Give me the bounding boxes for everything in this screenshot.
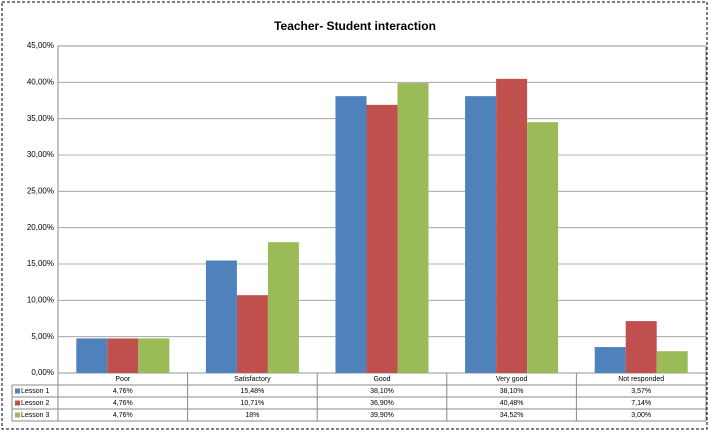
- table-value: 4,76%: [113, 400, 133, 407]
- legend-key: [15, 412, 20, 418]
- y-tick-label: 25,00%: [27, 186, 54, 195]
- table-value: 7,14%: [631, 400, 651, 407]
- bar: [236, 295, 268, 373]
- x-tick-label: Poor: [115, 376, 130, 383]
- bar: [625, 321, 657, 373]
- y-tick-label: 35,00%: [27, 114, 54, 123]
- table-value: 38,10%: [370, 388, 394, 395]
- bar: [138, 338, 170, 373]
- bar: [335, 96, 367, 373]
- table-value: 40,48%: [500, 400, 524, 407]
- table-value: 4,76%: [113, 412, 133, 419]
- x-tick-label: Good: [373, 376, 390, 383]
- bar: [656, 351, 688, 373]
- y-tick-label: 0,00%: [31, 368, 54, 377]
- bar: [465, 96, 497, 373]
- y-tick-label: 15,00%: [27, 259, 54, 268]
- y-tick-label: 20,00%: [27, 223, 54, 232]
- bar: [107, 338, 139, 373]
- x-tick-label: Not responded: [618, 376, 664, 383]
- table-value: 34,52%: [500, 412, 524, 419]
- table-value: 4,76%: [113, 388, 133, 395]
- y-tick-label: 5,00%: [31, 332, 54, 341]
- y-tick-label: 45,00%: [27, 41, 54, 50]
- bar: [496, 78, 528, 373]
- legend-label: Lesson 2: [21, 400, 50, 407]
- bar: [366, 104, 398, 374]
- table-value: 39,90%: [370, 412, 394, 419]
- chart-title: Teacher- Student interaction: [274, 19, 436, 33]
- bar: [267, 242, 299, 373]
- table-value: 36,90%: [370, 400, 394, 407]
- x-tick-label: Very good: [496, 376, 528, 383]
- table-value: 38,10%: [500, 388, 524, 395]
- bar: [527, 122, 559, 373]
- x-tick-label: Satisfactory: [234, 376, 271, 383]
- y-tick-label: 10,00%: [27, 295, 54, 304]
- bar: [397, 83, 429, 373]
- legend-label: Lesson 3: [21, 412, 50, 419]
- table-value: 15,48%: [241, 388, 265, 395]
- legend-label: Lesson 1: [21, 388, 50, 395]
- legend-key: [15, 388, 20, 394]
- bar: [594, 347, 626, 373]
- bar: [205, 260, 237, 373]
- legend-key: [15, 400, 20, 406]
- bar: [76, 338, 108, 373]
- y-tick-label: 40,00%: [27, 77, 54, 86]
- table-value: 18%: [245, 412, 259, 419]
- y-tick-label: 30,00%: [27, 150, 54, 159]
- table-value: 10,71%: [241, 400, 265, 407]
- table-value: 3,57%: [631, 388, 651, 395]
- table-value: 3,00%: [631, 412, 651, 419]
